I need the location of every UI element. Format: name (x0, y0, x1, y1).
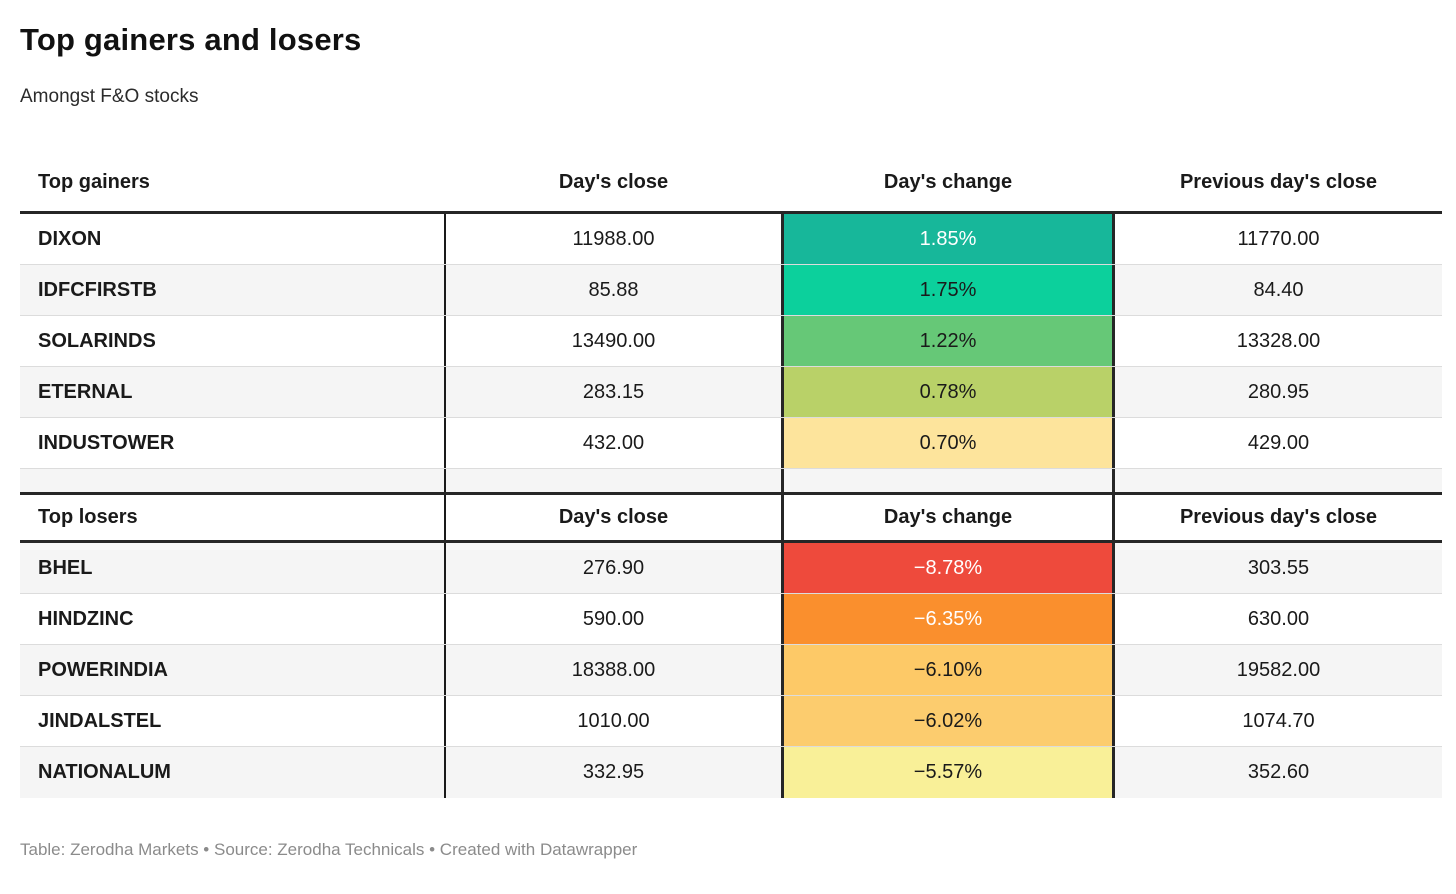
losers-header-label: Top losers (20, 495, 446, 540)
spacer-cell (1115, 469, 1442, 492)
page-title: Top gainers and losers (20, 22, 362, 57)
prev-close-cell: 280.95 (1247, 380, 1310, 403)
days-close-header: Day's close (558, 506, 669, 528)
days-close-cell: 590.00 (582, 607, 645, 630)
prev-close-cell: 11770.00 (1237, 227, 1320, 250)
spacer-cell (446, 469, 781, 492)
days-change-cell: −6.10% (781, 645, 1115, 695)
days-change-cell: 0.78% (781, 367, 1115, 417)
loser-row: POWERINDIA 18388.00 −6.10% 19582.00 (20, 645, 1442, 696)
stock-name-cell: JINDALSTEL (20, 696, 446, 746)
prev-close-cell: 13328.00 (1236, 329, 1321, 352)
prev-close-cell: 630.00 (1247, 607, 1310, 630)
days-close-cell: 13490.00 (571, 329, 656, 352)
days-close-cell: 283.15 (582, 380, 645, 403)
days-change-cell: 1.75% (781, 265, 1115, 315)
stock-name-cell: SOLARINDS (20, 316, 446, 366)
prev-close-cell: 84.40 (1253, 278, 1304, 301)
days-close-cell: 85.88 (588, 278, 639, 301)
days-change-cell: −6.02% (781, 696, 1115, 746)
table-spacer-row (20, 469, 1442, 492)
days-close-header: Day's close (558, 171, 669, 193)
losers-header-row: Top losers Day's close Day's change Prev… (20, 492, 1442, 543)
gainer-row: DIXON 11988.00 1.85% 11770.00 (20, 214, 1442, 265)
gainers-header-label: Top gainers (38, 171, 150, 193)
stock-name-cell: HINDZINC (20, 594, 446, 644)
days-change-cell: 0.70% (781, 418, 1115, 468)
prev-close-cell: 1074.70 (1242, 709, 1315, 732)
prev-close-header: Previous day's close (1179, 506, 1378, 528)
days-change-header: Day's change (883, 171, 1013, 193)
days-close-cell: 276.90 (582, 556, 645, 579)
days-close-cell: 1010.00 (577, 709, 650, 732)
days-change-cell: 1.22% (781, 316, 1115, 366)
spacer-cell (781, 469, 1115, 492)
prev-close-header: Previous day's close (1179, 171, 1378, 193)
days-change-cell: −5.57% (781, 747, 1115, 798)
prev-close-cell: 303.55 (1247, 556, 1310, 579)
gainer-row: ETERNAL 283.15 0.78% 280.95 (20, 367, 1442, 418)
days-change-header: Day's change (781, 495, 1115, 540)
gainers-losers-table: Top gainers Day's close Day's change Pre… (20, 154, 1442, 798)
gainers-header-row: Top gainers Day's close Day's change Pre… (20, 154, 1442, 214)
gainer-row: SOLARINDS 13490.00 1.22% 13328.00 (20, 316, 1442, 367)
stock-name-cell: BHEL (20, 543, 446, 593)
days-close-cell: 332.95 (582, 761, 645, 783)
prev-close-cell: 19582.00 (1236, 658, 1321, 681)
days-close-cell: 18388.00 (571, 658, 656, 681)
loser-row: JINDALSTEL 1010.00 −6.02% 1074.70 (20, 696, 1442, 747)
attribution-footer: Table: Zerodha Markets • Source: Zerodha… (20, 840, 638, 859)
stock-name-cell: IDFCFIRSTB (20, 265, 446, 315)
stock-name-cell: INDUSTOWER (20, 418, 446, 468)
spacer-cell (20, 469, 446, 492)
days-close-cell: 11988.00 (572, 227, 655, 250)
prev-close-cell: 429.00 (1247, 431, 1310, 454)
days-change-cell: 1.85% (781, 214, 1115, 264)
days-change-cell: −6.35% (781, 594, 1115, 644)
stock-name-cell: DIXON (20, 214, 446, 264)
gainer-row: IDFCFIRSTB 85.88 1.75% 84.40 (20, 265, 1442, 316)
page-subtitle: Amongst F&O stocks (20, 86, 199, 107)
loser-row: BHEL 276.90 −8.78% 303.55 (20, 543, 1442, 594)
stock-name-cell: ETERNAL (20, 367, 446, 417)
prev-close-cell: 352.60 (1247, 761, 1310, 783)
stock-name-cell: POWERINDIA (20, 645, 446, 695)
days-close-cell: 432.00 (582, 431, 645, 454)
loser-row: NATIONALUM 332.95 −5.57% 352.60 (20, 747, 1442, 798)
gainer-row: INDUSTOWER 432.00 0.70% 429.00 (20, 418, 1442, 469)
days-change-cell: −8.78% (781, 543, 1115, 593)
stock-name-cell: NATIONALUM (20, 747, 446, 798)
loser-row: HINDZINC 590.00 −6.35% 630.00 (20, 594, 1442, 645)
